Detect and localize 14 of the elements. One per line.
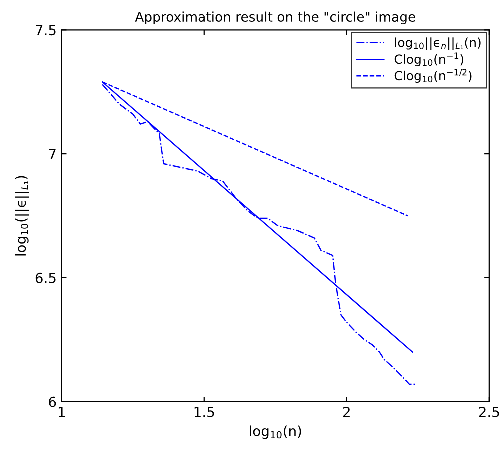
- y-axis-title: log$_{10}$(||ϵ||$_{L₁}$): [15, 176, 30, 256]
- y-tick-label: 6: [49, 396, 56, 408]
- x-tick-label: 2.5: [479, 406, 500, 418]
- legend-label: log$_{10}$||ϵ$_{n}$||$_{L₁}$(n): [395, 38, 481, 50]
- x-tick-label: 1.5: [194, 407, 214, 418]
- legend-label: Clog$_{10}$(n$^{−1/2}$): [394, 69, 472, 84]
- chart-title: Approximation result on the "circle" image: [135, 12, 416, 25]
- y-tick-label: 7.5: [36, 25, 56, 36]
- legend-label: Clog$_{10}$(n$^{−1}$): [394, 52, 464, 67]
- x-tick-label: 1: [58, 407, 66, 418]
- x-tick-label: 2: [344, 406, 350, 418]
- y-tick-label: 7: [49, 149, 56, 160]
- x-axis-title: log$_{10}$(n): [250, 426, 302, 440]
- y-tick-label: 6.5: [36, 272, 56, 284]
